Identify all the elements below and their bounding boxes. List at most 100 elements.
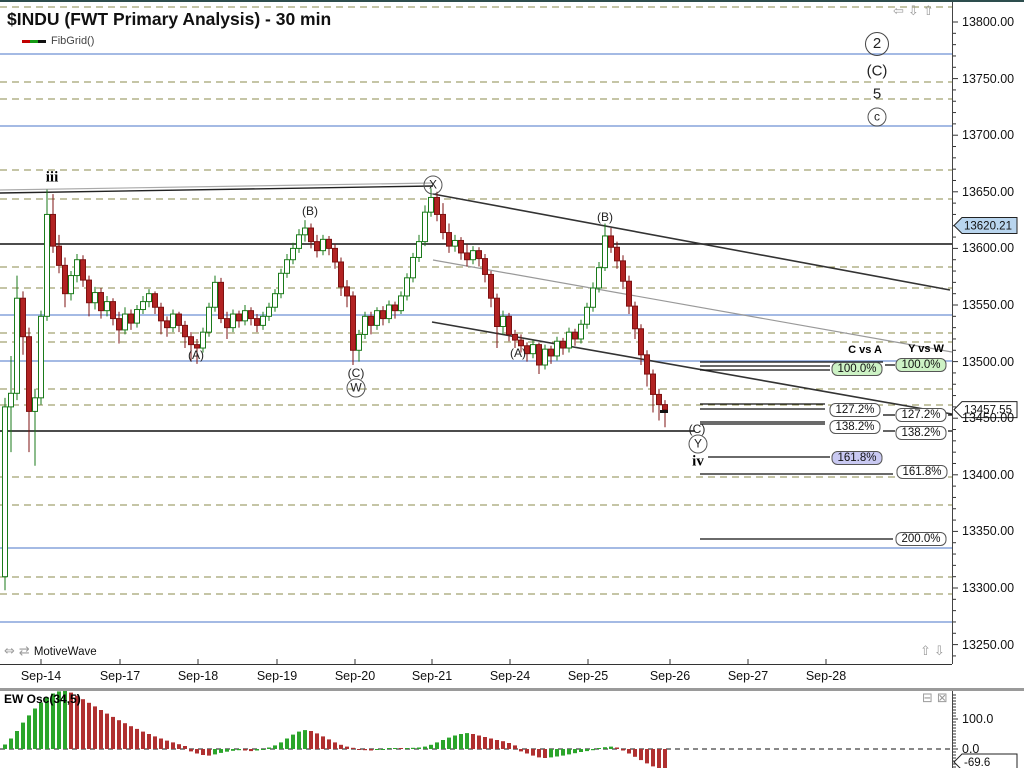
oscillator-bar[interactable] <box>495 740 499 749</box>
oscillator-bar[interactable] <box>321 736 325 749</box>
oscillator-bar[interactable] <box>63 691 67 749</box>
oscillator-bar[interactable] <box>93 706 97 749</box>
candlestick[interactable] <box>86 275 92 317</box>
oscillator-bar[interactable] <box>561 749 565 756</box>
oscillator-bar[interactable] <box>117 720 121 749</box>
study-legend[interactable]: FibGrid() <box>22 35 94 47</box>
oscillator-bar[interactable] <box>567 749 571 755</box>
candlestick[interactable] <box>44 189 50 321</box>
time-axis[interactable]: Sep-14 Sep-17 Sep-18 Sep-19 Sep-20 Sep-21 Sep-… <box>0 664 1024 688</box>
candlestick[interactable] <box>566 327 572 353</box>
wave-label[interactable]: (A) <box>188 348 204 362</box>
oscillator-bar[interactable] <box>549 749 553 758</box>
oscillator-bar[interactable] <box>477 735 481 750</box>
trendline[interactable] <box>431 321 952 415</box>
candlestick[interactable] <box>2 397 8 591</box>
oscillator-bar[interactable] <box>285 738 289 750</box>
oscillator-bar[interactable] <box>213 749 217 755</box>
candlestick[interactable] <box>380 306 386 326</box>
oscillator-bar[interactable] <box>9 738 13 750</box>
oscillator-bar[interactable] <box>585 749 589 752</box>
candlestick[interactable] <box>374 307 380 330</box>
candlestick[interactable] <box>494 293 500 349</box>
oscillator-bar[interactable] <box>51 693 55 750</box>
candlestick[interactable] <box>608 228 614 253</box>
oscillator-bar[interactable] <box>327 739 331 749</box>
oscillator-bar[interactable] <box>609 746 613 749</box>
oscillator-bar[interactable] <box>225 749 229 752</box>
candlestick[interactable] <box>512 329 518 349</box>
candlestick[interactable] <box>254 314 260 333</box>
fib-percentage-badge[interactable]: 100.0% <box>831 362 883 376</box>
candlestick[interactable] <box>350 291 356 365</box>
close-panel-icon[interactable]: ⊠ <box>936 691 948 706</box>
candlestick[interactable] <box>164 316 170 337</box>
wave-label[interactable]: Y <box>688 434 708 454</box>
oscillator-bar[interactable] <box>423 746 427 749</box>
candlestick[interactable] <box>68 271 74 301</box>
oscillator-bar[interactable] <box>375 749 379 750</box>
oscillator-bar[interactable] <box>249 749 253 752</box>
oscillator-bar[interactable] <box>21 722 25 749</box>
oscillator-bar[interactable] <box>69 692 73 749</box>
oscillator-bar[interactable] <box>471 734 475 749</box>
oscillator-bar[interactable] <box>483 737 487 749</box>
fib-percentage-badge[interactable]: 100.0% <box>895 358 947 372</box>
oscillator-bar[interactable] <box>111 716 115 749</box>
candlestick[interactable] <box>230 309 236 333</box>
trendline[interactable] <box>0 182 434 191</box>
wave-label[interactable]: W <box>346 378 366 398</box>
candlestick[interactable] <box>476 247 482 267</box>
oscillator-bar[interactable] <box>99 710 103 749</box>
candlestick[interactable] <box>470 246 476 265</box>
candlestick[interactable] <box>140 295 146 315</box>
candlestick[interactable] <box>176 311 182 333</box>
oscillator-bar[interactable] <box>411 747 415 749</box>
candlestick[interactable] <box>182 320 188 349</box>
candlestick[interactable] <box>368 311 374 335</box>
scroll-up-icon[interactable]: ⇧ <box>920 644 931 659</box>
price-chart-svg[interactable] <box>0 2 952 664</box>
candlestick[interactable] <box>8 355 14 453</box>
candlestick[interactable] <box>92 286 98 310</box>
oscillator-bar[interactable] <box>165 740 169 749</box>
candlestick[interactable] <box>464 243 470 267</box>
oscillator-bar[interactable] <box>27 715 31 749</box>
candlestick[interactable] <box>134 305 140 328</box>
candlestick[interactable] <box>632 301 638 339</box>
wave-label[interactable]: (B) <box>302 204 318 218</box>
wave-label[interactable]: (B) <box>597 210 613 224</box>
candlestick[interactable] <box>638 324 644 365</box>
oscillator-bar[interactable] <box>171 742 175 749</box>
oscillator-bar[interactable] <box>591 749 595 751</box>
candlestick[interactable] <box>620 255 626 290</box>
oscillator-bar[interactable] <box>189 749 193 752</box>
oscillator-bar[interactable] <box>261 749 265 750</box>
oscillator-bar[interactable] <box>489 738 493 750</box>
oscillator-bar[interactable] <box>243 749 247 751</box>
candlestick[interactable] <box>74 254 80 283</box>
oscillator-bar[interactable] <box>537 749 541 758</box>
price-axis[interactable]: 13620.21 13457.55 13800.00 13750.00 13700.0… <box>952 2 1024 664</box>
oscillator-bar[interactable] <box>33 708 37 750</box>
oscillator-bar[interactable] <box>573 749 577 754</box>
candlestick[interactable] <box>50 194 56 253</box>
oscillator-bar[interactable] <box>345 746 349 749</box>
candlestick[interactable] <box>596 261 602 293</box>
oscillator-axis[interactable]: -69.6 100.0 0.0 <box>952 691 1024 768</box>
candlestick[interactable] <box>482 254 488 283</box>
candlestick[interactable] <box>548 345 554 364</box>
candlestick[interactable] <box>356 329 362 362</box>
oscillator-bar[interactable] <box>363 749 367 751</box>
candlestick[interactable] <box>284 254 290 278</box>
candlestick[interactable] <box>434 191 440 222</box>
candlestick[interactable] <box>362 311 368 339</box>
candlestick[interactable] <box>326 235 332 256</box>
candlestick[interactable] <box>536 342 542 375</box>
candlestick[interactable] <box>248 307 254 326</box>
candlestick[interactable] <box>104 295 110 317</box>
fib-percentage-badge[interactable]: 138.2% <box>895 426 947 440</box>
oscillator-bar[interactable] <box>603 747 607 749</box>
swap-icon[interactable]: ⇄ <box>18 644 30 659</box>
wave-label[interactable]: 5 <box>872 85 882 103</box>
